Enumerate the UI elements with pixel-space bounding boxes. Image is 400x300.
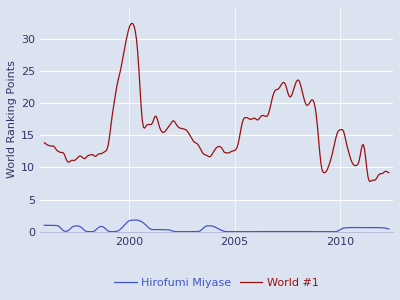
World #1 bbox=[42, 141, 47, 145]
World #1 bbox=[334, 136, 338, 140]
Y-axis label: World Ranking Points: World Ranking Points bbox=[7, 60, 17, 178]
Hirofumi Miyase bbox=[249, 230, 254, 233]
World #1 bbox=[355, 163, 360, 166]
Hirofumi Miyase bbox=[248, 230, 253, 233]
Line: Hirofumi Miyase: Hirofumi Miyase bbox=[44, 220, 389, 232]
World #1 bbox=[254, 118, 259, 121]
Hirofumi Miyase bbox=[43, 224, 48, 227]
Hirofumi Miyase bbox=[42, 224, 47, 227]
World #1 bbox=[247, 117, 252, 121]
Legend: Hirofumi Miyase, World #1: Hirofumi Miyase, World #1 bbox=[110, 273, 323, 292]
World #1 bbox=[248, 118, 253, 121]
World #1 bbox=[368, 180, 373, 183]
World #1 bbox=[386, 171, 391, 175]
Hirofumi Miyase bbox=[334, 230, 339, 233]
World #1 bbox=[43, 142, 48, 146]
Line: World #1: World #1 bbox=[44, 23, 389, 182]
Hirofumi Miyase bbox=[86, 230, 90, 233]
Hirofumi Miyase bbox=[386, 227, 391, 231]
World #1 bbox=[130, 22, 134, 25]
Hirofumi Miyase bbox=[134, 218, 139, 222]
Hirofumi Miyase bbox=[255, 230, 260, 233]
Hirofumi Miyase bbox=[356, 226, 361, 230]
